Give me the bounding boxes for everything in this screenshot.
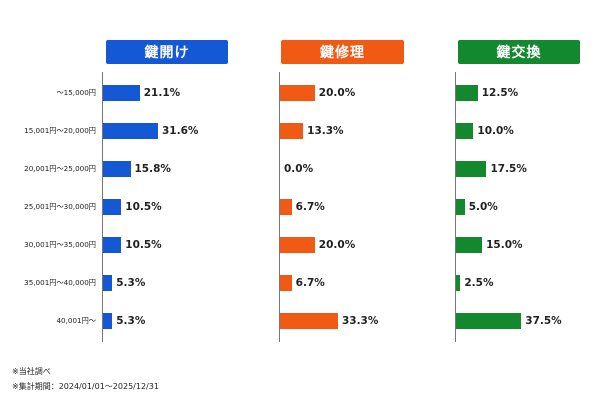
data-label: 5.3%	[116, 315, 146, 327]
bar	[103, 313, 113, 329]
data-label: 37.5%	[525, 315, 562, 327]
bar	[456, 199, 465, 215]
category-label: 35,001円～40,000円	[24, 278, 96, 287]
bar	[103, 199, 122, 215]
data-label: 5.0%	[468, 201, 498, 213]
data-label: 2.5%	[464, 277, 494, 289]
bar	[280, 123, 304, 139]
bar	[103, 123, 158, 139]
data-label: 0.0%	[284, 163, 314, 175]
bar	[456, 123, 474, 139]
data-label: 12.5%	[481, 87, 519, 99]
bar	[456, 161, 487, 177]
category-label: 30,001円～35,000円	[24, 240, 96, 249]
bar	[103, 85, 140, 101]
series-title: 鍵開け	[106, 40, 228, 64]
bar	[456, 275, 461, 291]
data-label: 6.7%	[295, 201, 325, 213]
data-label: 13.3%	[307, 125, 344, 137]
bar	[280, 85, 315, 101]
data-label: 5.3%	[116, 277, 146, 289]
data-label: 10.5%	[125, 239, 162, 251]
bar	[456, 85, 478, 101]
series-title: 鍵修理	[281, 40, 404, 64]
data-label: 33.3%	[341, 315, 379, 327]
category-label: 40,001円～	[56, 316, 96, 325]
category-label: 20,001円～25,000円	[24, 164, 96, 173]
bar	[456, 313, 522, 329]
axis-line	[279, 72, 280, 342]
data-label: 10.0%	[477, 125, 514, 137]
bar	[456, 237, 483, 253]
data-label: 21.1%	[143, 87, 181, 99]
bar	[103, 161, 131, 177]
data-label: 15.0%	[486, 239, 523, 251]
bar	[103, 237, 122, 253]
data-label: 31.6%	[162, 125, 199, 137]
category-label: ～15,000円	[56, 88, 96, 97]
data-label: 20.0%	[318, 87, 356, 99]
bar	[280, 275, 292, 291]
footnote-source: ※当社調べ	[12, 367, 51, 376]
data-label: 17.5%	[490, 163, 527, 175]
data-label: 6.7%	[295, 277, 325, 289]
axis-line	[102, 72, 103, 342]
data-label: 15.8%	[134, 163, 171, 175]
data-label: 20.0%	[318, 239, 356, 251]
bar	[280, 237, 315, 253]
axis-line	[455, 72, 456, 342]
bar	[280, 199, 292, 215]
bar	[103, 275, 113, 291]
footnote-period: ※集計期間：2024/01/01～2025/12/31	[12, 382, 159, 391]
series-title: 鍵交換	[458, 40, 580, 64]
data-label: 10.5%	[125, 201, 162, 213]
category-label: 25,001円～30,000円	[24, 202, 96, 211]
category-label: 15,001円～20,000円	[24, 126, 96, 135]
bar	[280, 313, 338, 329]
